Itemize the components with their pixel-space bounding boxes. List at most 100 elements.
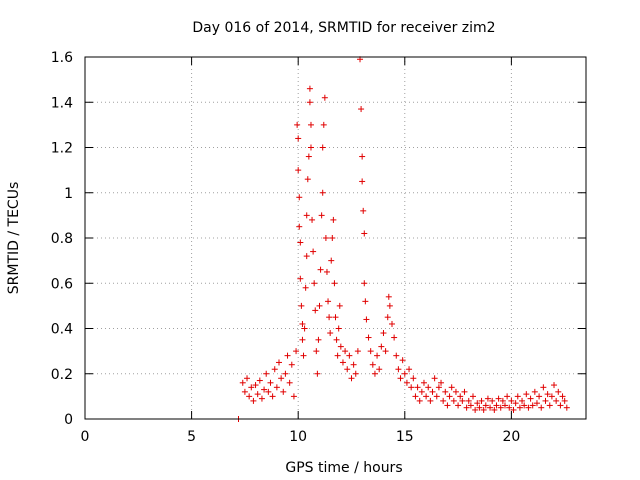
y-tick-label: 1.6 xyxy=(51,50,73,66)
y-tick-label: 1.2 xyxy=(51,141,73,157)
data-point xyxy=(350,361,357,368)
y-tick-label: 0.2 xyxy=(51,367,73,383)
data-point xyxy=(267,379,274,386)
data-point xyxy=(250,397,257,404)
data-point xyxy=(376,366,383,373)
data-point xyxy=(440,397,447,404)
data-point xyxy=(489,397,496,404)
data-point xyxy=(304,176,311,183)
data-point xyxy=(504,393,511,400)
data-point xyxy=(326,314,333,321)
data-point xyxy=(295,135,302,142)
chart-title: Day 016 of 2014, SRMTID for receiver zim… xyxy=(192,20,495,36)
data-point xyxy=(358,106,365,113)
data-point xyxy=(361,280,368,287)
data-point xyxy=(461,388,468,395)
data-point xyxy=(286,379,293,386)
data-point xyxy=(329,235,336,241)
data-point xyxy=(248,384,255,391)
data-point xyxy=(408,384,415,391)
data-point xyxy=(559,393,566,400)
data-point xyxy=(527,395,534,402)
data-point xyxy=(476,404,483,411)
data-point xyxy=(263,370,270,377)
data-point xyxy=(470,393,477,400)
data-point xyxy=(495,395,502,402)
data-point xyxy=(335,325,342,332)
data-point xyxy=(315,336,322,343)
data-point xyxy=(307,121,314,128)
data-point xyxy=(406,366,413,373)
y-tick-labels: 0 0.2 0.4 0.6 0.8 1 1.2 1.4 1.6 xyxy=(51,50,73,428)
data-point xyxy=(519,397,526,404)
data-point xyxy=(538,404,545,411)
data-point xyxy=(354,348,361,355)
data-point xyxy=(337,343,344,350)
data-point xyxy=(385,293,392,300)
data-point xyxy=(269,393,276,400)
data-point xyxy=(322,235,329,241)
y-tick-label: 0.6 xyxy=(51,276,73,292)
data-point xyxy=(306,85,313,92)
data-point xyxy=(423,393,430,400)
data-point xyxy=(323,268,330,275)
data-point xyxy=(412,393,419,400)
data-point xyxy=(321,94,328,101)
y-axis-title: SRMTID / TECUs xyxy=(6,182,22,295)
data-point xyxy=(369,361,376,368)
data-point xyxy=(433,393,440,400)
data-point xyxy=(348,375,355,382)
data-point xyxy=(365,334,372,341)
data-point xyxy=(254,391,261,398)
data-point xyxy=(296,194,303,201)
data-point xyxy=(363,316,370,323)
data-point xyxy=(418,388,425,395)
data-point xyxy=(320,121,327,128)
y-tick-label: 0.8 xyxy=(51,231,73,247)
data-point xyxy=(416,397,423,404)
x-tick-label: 20 xyxy=(502,429,520,445)
data-point xyxy=(256,377,263,384)
data-point xyxy=(297,275,304,282)
data-point xyxy=(561,397,568,404)
data-point xyxy=(393,352,400,359)
data-point xyxy=(455,402,462,409)
data-point xyxy=(299,320,306,327)
data-point xyxy=(452,388,459,395)
x-tick-label: 0 xyxy=(81,429,90,445)
data-point xyxy=(258,395,265,402)
data-point xyxy=(382,348,389,355)
data-point xyxy=(497,404,504,411)
data-point xyxy=(446,393,453,400)
data-point xyxy=(438,379,445,386)
x-axis-title: GPS time / hours xyxy=(285,460,402,476)
data-point xyxy=(491,406,498,413)
data-point xyxy=(265,388,272,395)
data-point xyxy=(261,386,268,393)
data-point xyxy=(359,178,366,185)
data-point xyxy=(294,121,301,128)
data-point xyxy=(448,384,455,391)
data-point xyxy=(332,314,339,321)
data-point xyxy=(493,402,500,409)
data-point xyxy=(303,212,310,219)
data-point xyxy=(478,397,485,404)
data-point xyxy=(352,370,359,377)
data-point xyxy=(271,366,278,373)
data-point xyxy=(295,167,302,174)
data-point xyxy=(252,382,259,389)
data-point xyxy=(303,253,310,260)
data-point xyxy=(450,397,457,404)
data-point xyxy=(313,348,320,355)
data-point xyxy=(309,216,316,223)
data-point xyxy=(244,375,251,382)
axis-ticks xyxy=(84,56,586,420)
data-point xyxy=(317,266,324,273)
x-tick-label: 5 xyxy=(187,429,196,445)
data-point xyxy=(293,348,300,355)
data-point xyxy=(344,366,351,373)
data-point xyxy=(463,404,470,411)
data-point xyxy=(361,230,368,237)
data-point xyxy=(241,388,248,395)
